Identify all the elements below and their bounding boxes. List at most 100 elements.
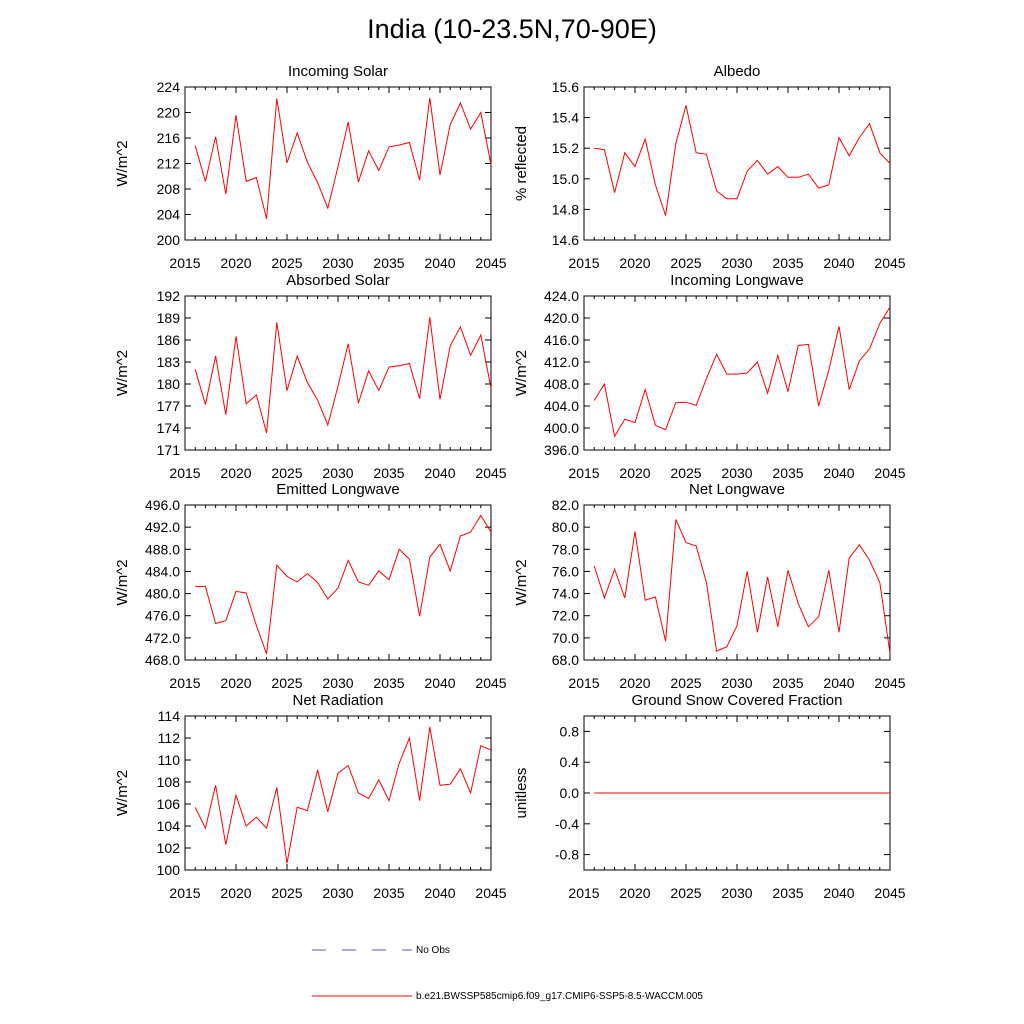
legend-label-no-obs: No Obs <box>416 945 450 956</box>
incoming-solar-x-tick-label: 2035 <box>373 255 404 271</box>
absorbed-solar-x-tick-label: 2030 <box>322 465 353 481</box>
absorbed-solar-y-tick-label: 186 <box>157 332 181 348</box>
absorbed-solar-x-tick-label: 2040 <box>424 465 455 481</box>
net-radiation-y-tick-label: 110 <box>158 752 181 768</box>
ground-snow-covered-fraction-y-tick-label: 0.4 <box>560 754 580 770</box>
absorbed-solar-panel-title: Absorbed Solar <box>286 272 389 289</box>
emitted-longwave-series-line <box>195 514 492 655</box>
incoming-longwave-y-tick-label: 404.0 <box>544 398 579 414</box>
net-longwave-x-tick-label: 2040 <box>823 675 854 691</box>
net-longwave-y-tick-label: 78.0 <box>552 541 579 557</box>
ground-snow-covered-fraction-x-tick-label: 2035 <box>772 885 803 901</box>
albedo-y-axis-title: % reflected <box>513 126 530 201</box>
net-radiation-plot-frame <box>184 715 492 871</box>
net-radiation-y-tick-label: 100 <box>157 862 181 878</box>
emitted-longwave-x-tick-label: 2020 <box>220 675 251 691</box>
net-longwave-x-tick-label: 2025 <box>670 675 701 691</box>
incoming-longwave-x-tick-label: 2030 <box>721 465 752 481</box>
absorbed-solar-y-tick-label: 192 <box>157 288 181 304</box>
incoming-longwave-x-tick-label: 2015 <box>568 465 599 481</box>
incoming-longwave-plot-frame <box>583 295 891 451</box>
ground-snow-covered-fraction-y-tick-label: 0.8 <box>560 723 580 739</box>
emitted-longwave-y-tick-label: 488.0 <box>145 541 180 557</box>
emitted-longwave-x-tick-label: 2040 <box>424 675 455 691</box>
incoming-longwave-y-axis-title: W/m^2 <box>513 350 530 396</box>
net-radiation-panel-title: Net Radiation <box>293 692 384 709</box>
figure-title: India (10-23.5N,70-90E) <box>367 14 657 44</box>
net-radiation-x-tick-label: 2035 <box>373 885 404 901</box>
absorbed-solar-y-tick-label: 183 <box>157 354 181 370</box>
incoming-longwave-y-tick-label: 408.0 <box>544 376 579 392</box>
incoming-solar-y-tick-label: 224 <box>157 79 181 95</box>
ground-snow-covered-fraction-x-tick-label: 2040 <box>823 885 854 901</box>
albedo-y-tick-label: 15.2 <box>552 140 579 156</box>
emitted-longwave-y-axis-title: W/m^2 <box>114 559 131 605</box>
net-longwave-x-tick-label: 2045 <box>874 675 905 691</box>
albedo-x-tick-label: 2030 <box>721 255 752 271</box>
emitted-longwave-y-tick-label: 496.0 <box>145 497 180 513</box>
net-longwave-panel-title: Net Longwave <box>689 481 785 498</box>
net-longwave-y-tick-label: 68.0 <box>552 652 579 668</box>
incoming-solar-y-tick-label: 216 <box>157 130 181 146</box>
legend-label-model-run: b.e21.BWSSP585cmip6.f09_g17.CMIP6-SSP5-8… <box>416 991 703 1002</box>
incoming-solar-x-tick-label: 2045 <box>475 255 506 271</box>
incoming-solar-y-tick-label: 212 <box>157 156 181 172</box>
absorbed-solar-y-tick-label: 177 <box>157 398 181 414</box>
emitted-longwave-x-tick-label: 2035 <box>373 675 404 691</box>
net-radiation-y-tick-label: 104 <box>157 818 181 834</box>
emitted-longwave-y-tick-label: 476.0 <box>145 608 180 624</box>
absorbed-solar-x-tick-label: 2025 <box>271 465 302 481</box>
incoming-solar-x-tick-label: 2020 <box>220 255 251 271</box>
emitted-longwave-y-tick-label: 492.0 <box>145 519 180 535</box>
incoming-longwave-y-tick-label: 400.0 <box>544 420 579 436</box>
incoming-longwave-series-line <box>593 306 891 438</box>
net-radiation-series-line <box>194 726 492 864</box>
ground-snow-covered-fraction-x-tick-label: 2025 <box>670 885 701 901</box>
ground-snow-covered-fraction-x-tick-label: 2015 <box>568 885 599 901</box>
albedo-x-tick-label: 2045 <box>874 255 905 271</box>
absorbed-solar-x-tick-label: 2035 <box>373 465 404 481</box>
emitted-longwave-y-tick-label: 480.0 <box>145 586 180 602</box>
incoming-solar-series-line <box>194 97 492 220</box>
net-longwave-x-tick-label: 2015 <box>568 675 599 691</box>
net-radiation-x-tick-label: 2030 <box>322 885 353 901</box>
emitted-longwave-plot-frame <box>184 504 492 661</box>
absorbed-solar-y-tick-label: 189 <box>157 310 181 326</box>
absorbed-solar-y-tick-label: 180 <box>157 376 181 392</box>
net-radiation-y-tick-label: 114 <box>158 708 181 724</box>
ground-snow-covered-fraction-panel-title: Ground Snow Covered Fraction <box>632 692 843 709</box>
incoming-longwave-x-tick-label: 2045 <box>874 465 905 481</box>
emitted-longwave-panel-title: Emitted Longwave <box>276 481 399 498</box>
incoming-longwave-y-tick-label: 420.0 <box>544 310 579 326</box>
net-radiation-x-tick-label: 2020 <box>220 885 251 901</box>
net-radiation-x-tick-label: 2045 <box>475 885 506 901</box>
net-radiation-x-tick-label: 2015 <box>169 885 200 901</box>
incoming-solar-x-tick-label: 2030 <box>322 255 353 271</box>
albedo-y-tick-label: 15.6 <box>552 79 579 95</box>
net-longwave-x-tick-label: 2035 <box>772 675 803 691</box>
incoming-longwave-y-tick-label: 412.0 <box>544 354 579 370</box>
emitted-longwave-x-tick-label: 2045 <box>475 675 506 691</box>
albedo-panel-title: Albedo <box>714 63 761 80</box>
net-radiation-y-tick-label: 102 <box>157 840 181 856</box>
absorbed-solar-x-tick-label: 2020 <box>220 465 251 481</box>
ground-snow-covered-fraction-x-tick-label: 2030 <box>721 885 752 901</box>
ground-snow-covered-fraction-y-tick-label: 0.0 <box>560 785 580 801</box>
ground-snow-covered-fraction-y-tick-label: -0.4 <box>555 816 579 832</box>
net-longwave-series-line <box>593 519 891 654</box>
net-radiation-y-tick-label: 108 <box>157 774 181 790</box>
absorbed-solar-y-axis-title: W/m^2 <box>114 350 131 396</box>
incoming-solar-x-tick-label: 2025 <box>271 255 302 271</box>
emitted-longwave-y-tick-label: 468.0 <box>145 652 180 668</box>
incoming-longwave-panel-title: Incoming Longwave <box>670 272 803 289</box>
ground-snow-covered-fraction-y-tick-label: -0.8 <box>555 847 579 863</box>
incoming-longwave-y-tick-label: 424.0 <box>544 288 579 304</box>
absorbed-solar-x-tick-label: 2045 <box>475 465 506 481</box>
albedo-y-tick-label: 14.6 <box>552 232 579 248</box>
net-longwave-y-tick-label: 74.0 <box>552 586 579 602</box>
albedo-x-tick-label: 2015 <box>568 255 599 271</box>
net-radiation-y-axis-title: W/m^2 <box>114 770 131 816</box>
albedo-y-tick-label: 14.8 <box>552 201 579 217</box>
absorbed-solar-series-line <box>194 317 492 434</box>
